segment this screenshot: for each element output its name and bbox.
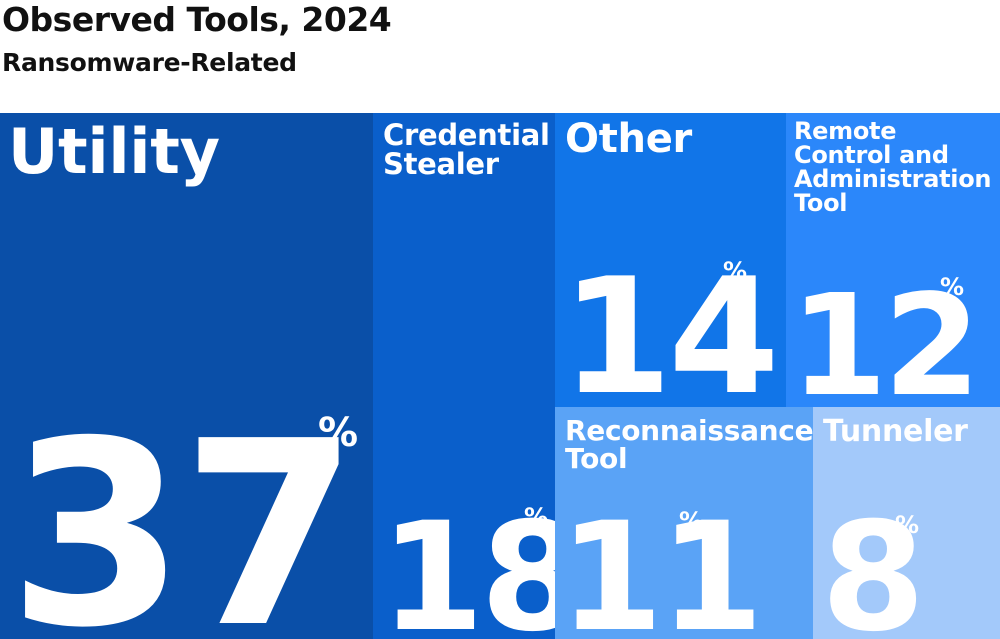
tile-value: 8 xyxy=(821,491,925,639)
percent-sign: % xyxy=(940,273,965,301)
treemap-tile-credential: Credential Stealer 18% xyxy=(373,113,555,639)
percent-sign: % xyxy=(524,503,549,531)
tile-value: 37 xyxy=(8,387,359,639)
treemap-tile-other: Other 14% xyxy=(555,113,786,407)
treemap-tile-utility: Utility 37% xyxy=(0,113,373,639)
tile-value: 12 xyxy=(790,265,981,408)
percent-sign: % xyxy=(723,257,748,285)
tile-value: 18 xyxy=(380,491,555,639)
tile-label: Tunneler xyxy=(823,414,968,449)
tile-label: Reconnaissance Tool xyxy=(565,414,813,475)
chart-title: Observed Tools, 2024 xyxy=(2,0,392,39)
tile-label: Credential Stealer xyxy=(383,118,550,181)
chart-subtitle: Ransomware-Related xyxy=(2,48,297,77)
treemap-tile-tunneler: Tunneler 8% xyxy=(813,407,1000,639)
tile-value: 14 xyxy=(561,243,780,408)
tile-label: Remote Control and Administration Tool xyxy=(794,117,992,217)
tile-label: Utility xyxy=(8,115,220,188)
treemap-tile-recon: Reconnaissance Tool 11% xyxy=(555,407,813,639)
percent-sign: % xyxy=(895,511,920,539)
percent-sign: % xyxy=(679,507,704,535)
tile-label: Other xyxy=(565,116,692,162)
treemap-tile-remote: Remote Control and Administration Tool 12… xyxy=(786,113,1000,407)
tile-value: 11 xyxy=(559,491,764,639)
percent-sign: % xyxy=(318,410,359,456)
